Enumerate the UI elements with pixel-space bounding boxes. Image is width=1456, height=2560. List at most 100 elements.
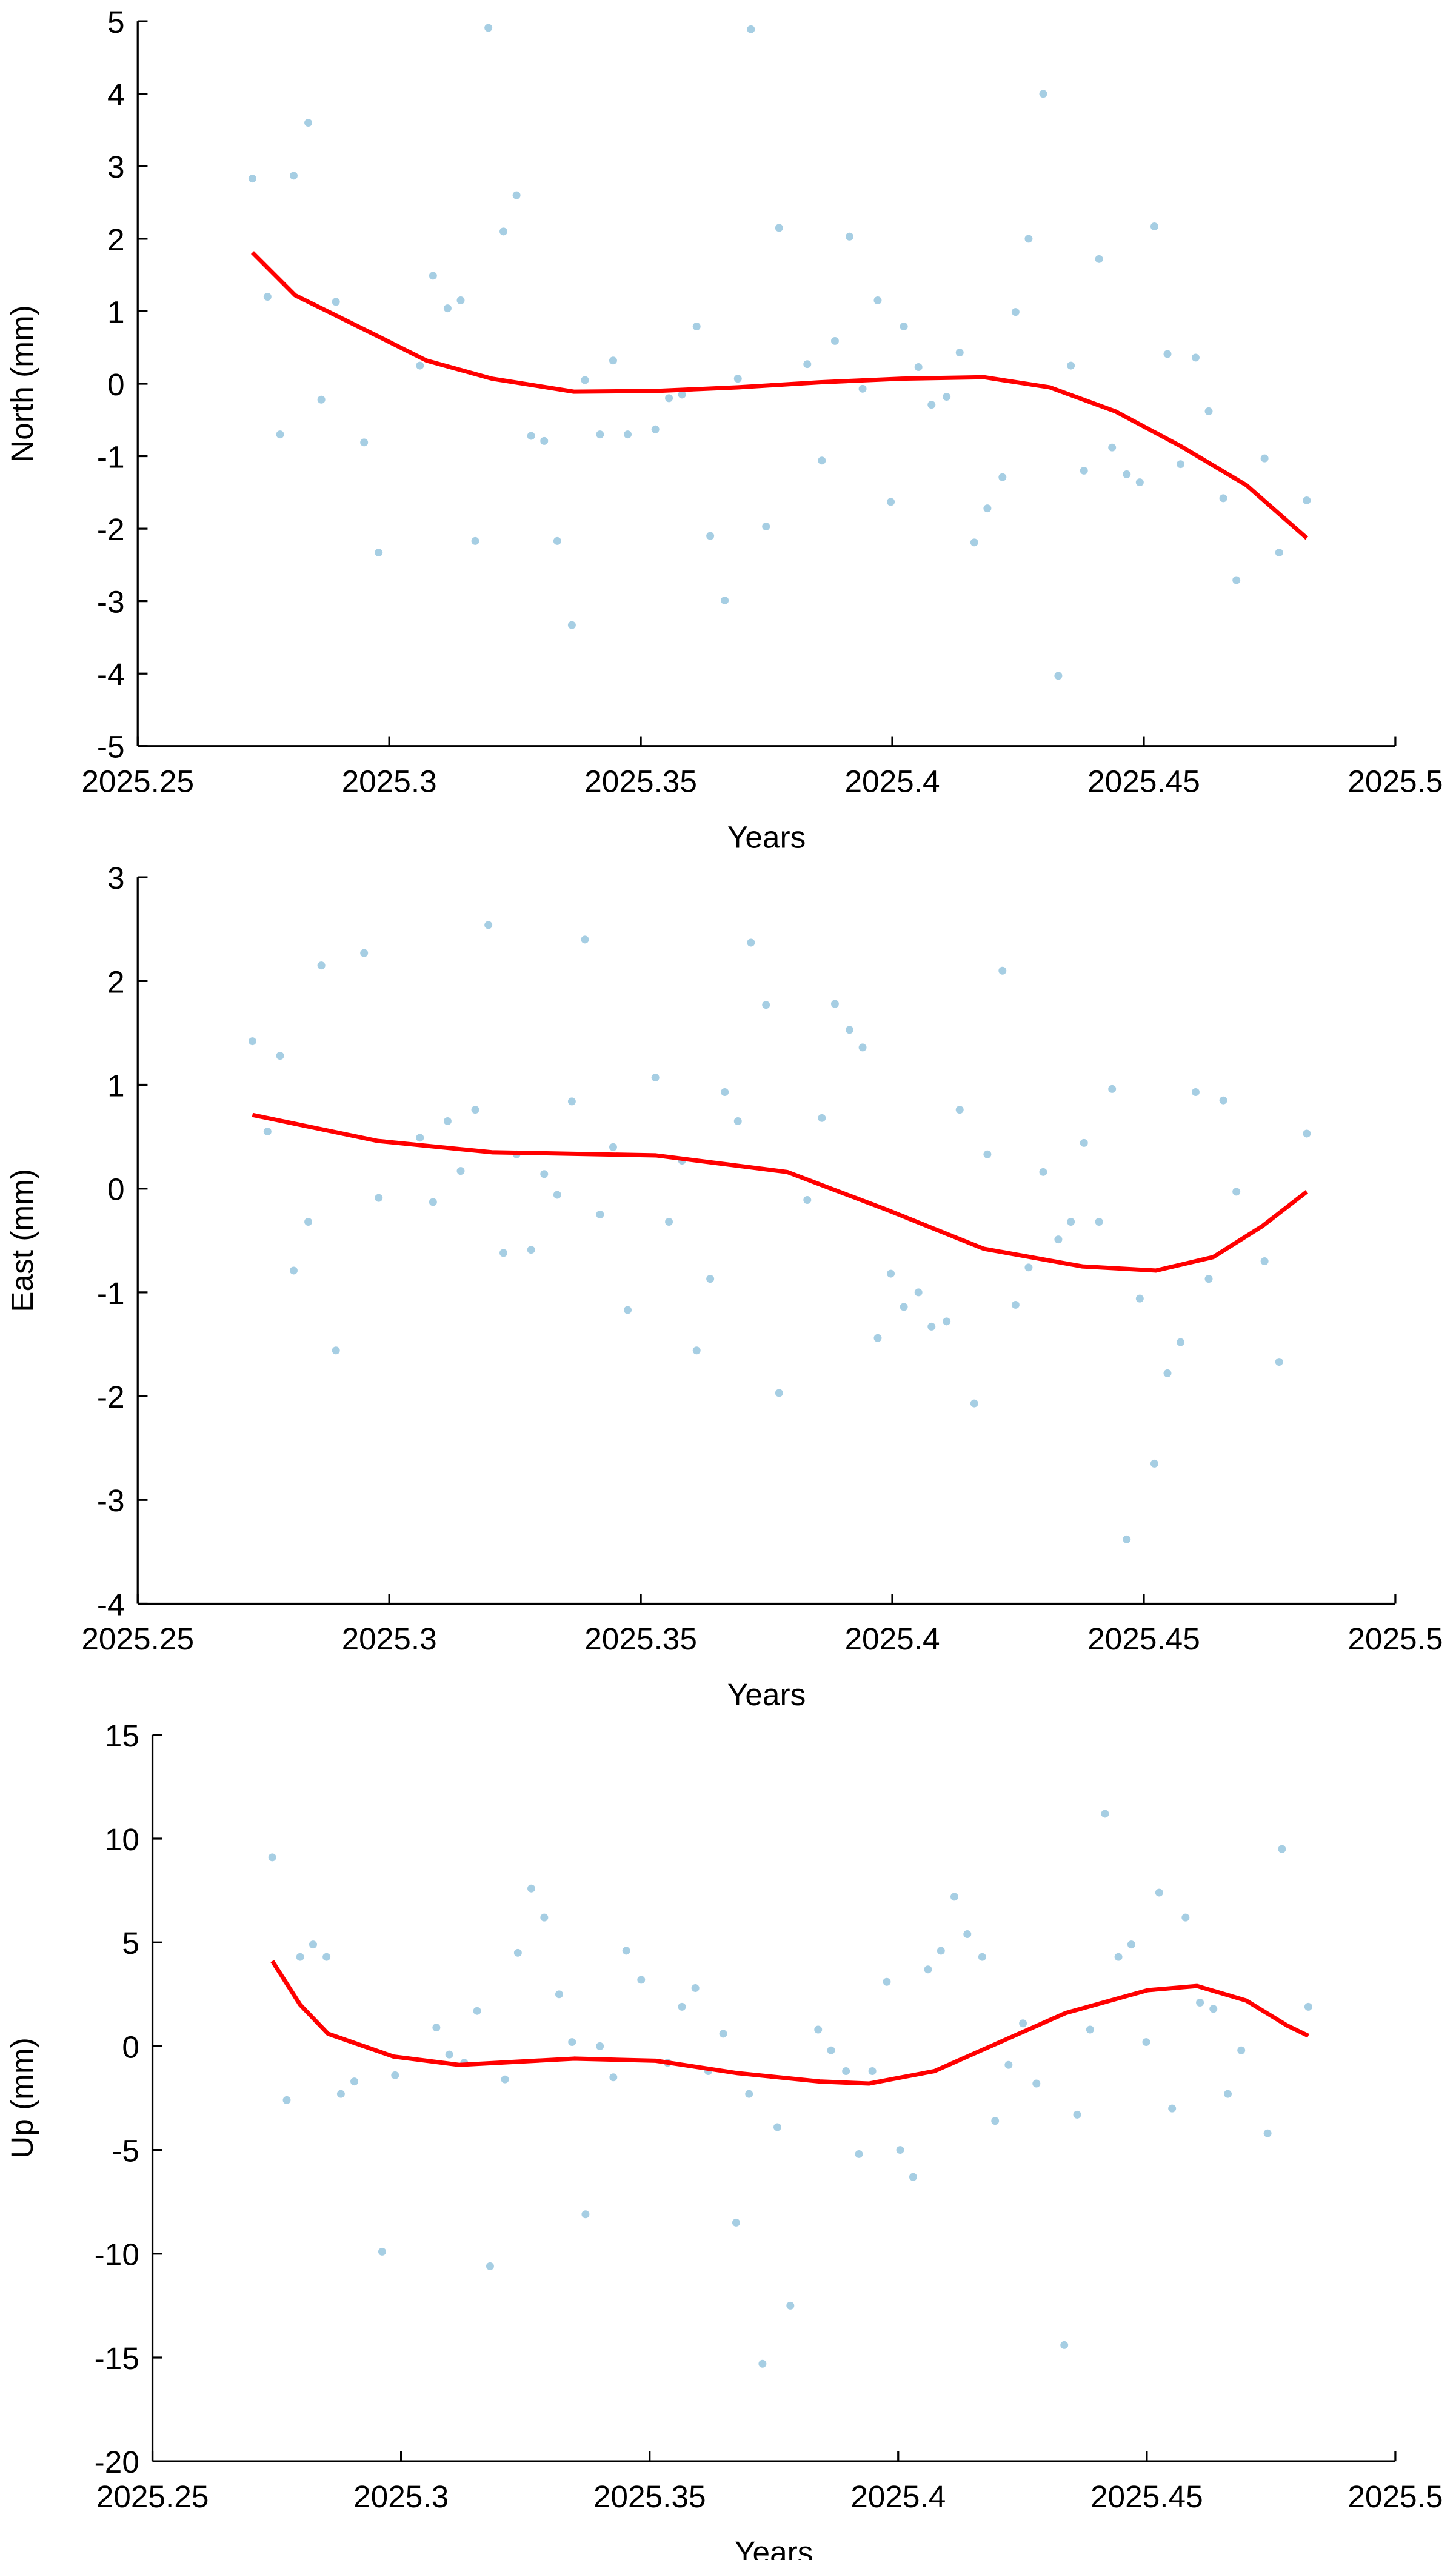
data-point (900, 323, 908, 331)
x-tick-label: 2025.3 (342, 1621, 437, 1656)
data-point (1054, 1235, 1063, 1244)
data-point (1142, 2038, 1150, 2047)
data-point (1181, 1913, 1190, 1922)
data-point (803, 360, 812, 369)
data-point (1163, 350, 1172, 358)
data-point (416, 1134, 424, 1142)
data-point (1191, 1088, 1200, 1097)
data-point (1275, 549, 1283, 557)
data-point (1019, 2019, 1027, 2028)
data-point (282, 2096, 291, 2104)
data-point (814, 2025, 823, 2034)
data-point (1127, 1940, 1135, 1949)
data-point (1067, 361, 1075, 370)
data-point (955, 349, 964, 357)
data-point (1163, 1369, 1172, 1377)
data-point (336, 2090, 345, 2098)
data-point (998, 966, 1007, 975)
y-tick-label: -20 (95, 2444, 139, 2479)
data-point (1260, 454, 1269, 463)
data-point (914, 1288, 923, 1297)
data-point (873, 1334, 882, 1342)
data-point (1177, 1338, 1185, 1346)
data-point (706, 1275, 715, 1283)
data-point (1011, 308, 1020, 316)
data-point (1219, 494, 1227, 503)
data-point (581, 935, 589, 944)
data-point (289, 1266, 298, 1275)
data-point (332, 298, 340, 306)
data-point (622, 1947, 630, 1955)
data-point (540, 1170, 549, 1178)
y-tick-label: 0 (122, 2029, 139, 2064)
y-tick-label: 5 (107, 4, 125, 39)
data-point (553, 1191, 561, 1199)
fit-line (270, 1960, 1309, 2086)
y-tick-label: -1 (97, 1275, 125, 1311)
data-point (1177, 460, 1185, 469)
data-point (1039, 90, 1047, 98)
fit-line (250, 251, 1309, 540)
data-point (1191, 353, 1200, 362)
data-point (471, 1106, 479, 1114)
data-point (304, 119, 313, 127)
data-point (624, 1306, 632, 1314)
data-point (1108, 443, 1117, 452)
data-point (360, 438, 369, 447)
subplot: -20 -15 -10 -5 0 5 10 15 2025.25 2025.3 2025.35 202… (4, 1718, 1443, 2560)
data-point (1150, 1459, 1158, 1468)
data-point (609, 2073, 618, 2082)
data-point (1303, 1129, 1311, 1138)
x-tick-label: 2025.3 (342, 764, 437, 799)
data-point (762, 1001, 770, 1009)
data-point (378, 2247, 386, 2256)
data-point (868, 2067, 877, 2075)
data-point (692, 1346, 701, 1355)
data-point (309, 1940, 317, 1949)
data-point (924, 1965, 932, 1974)
fit-line (252, 1112, 1309, 1273)
data-point (248, 175, 256, 183)
data-point (692, 323, 701, 331)
data-point (581, 376, 589, 384)
x-axis-label: Years (735, 2535, 813, 2560)
data-point (609, 1143, 617, 1151)
data-point (1054, 672, 1063, 680)
y-tick-label: -5 (97, 729, 125, 764)
data-point (827, 2046, 835, 2054)
data-point (568, 2038, 576, 2047)
data-point (1080, 1138, 1088, 1147)
data-point (970, 538, 978, 547)
x-tick-label: 2025.35 (593, 2479, 706, 2514)
data-point (991, 2117, 1000, 2125)
y-tick-label: 0 (107, 367, 125, 402)
data-point (818, 456, 826, 465)
data-point (773, 2123, 781, 2131)
data-point (567, 1097, 576, 1106)
data-point (1155, 1888, 1163, 1897)
data-point (665, 1218, 673, 1226)
data-point (484, 24, 493, 32)
data-point (1086, 2025, 1094, 2034)
data-point (1067, 1218, 1075, 1226)
data-point (775, 224, 783, 232)
data-point (900, 1303, 908, 1311)
data-point (276, 430, 284, 439)
data-point (1209, 2005, 1218, 2013)
data-point (1135, 478, 1144, 487)
data-point (375, 1194, 383, 1202)
data-point (1101, 1810, 1109, 1818)
data-point (486, 2262, 494, 2270)
data-point (721, 1088, 729, 1097)
data-point (1095, 1218, 1103, 1226)
data-point (499, 227, 508, 236)
data-point (691, 1984, 700, 1993)
data-point (762, 523, 770, 530)
y-tick-label: 1 (107, 1068, 125, 1103)
data-point (527, 1884, 536, 1893)
y-tick-label: 2 (107, 222, 125, 257)
y-tick-label: -2 (97, 512, 125, 547)
x-tick-label: 2025.25 (96, 2479, 209, 2514)
